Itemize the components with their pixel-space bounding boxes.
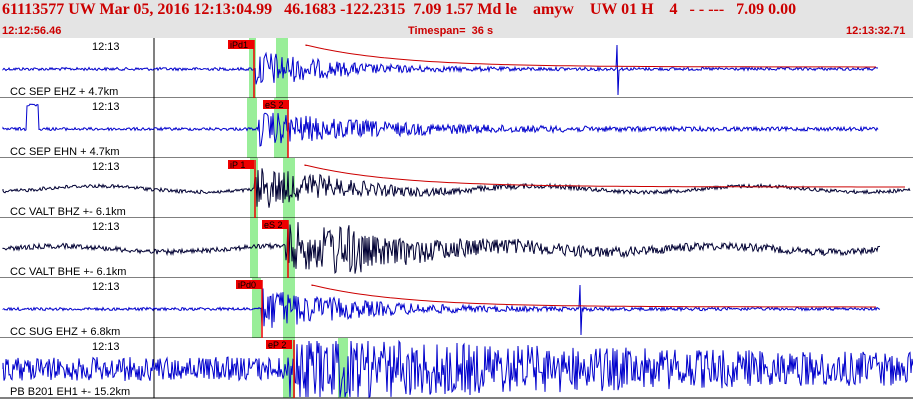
panel-background [0,158,913,218]
coda-curve [305,44,876,68]
pick-window [338,338,348,398]
pick-window [274,98,288,158]
phase-pick-flag[interactable] [266,340,292,349]
coda-curve [304,164,905,188]
seismogram-canvas[interactable]: iPd1 12:13 CC SEP EHZ + 4.7km eS 2 12:13 CC S… [0,38,913,400]
phase-pick-flag[interactable] [262,220,288,229]
waveform [2,339,913,398]
phase-pick-label: eP 2 [268,340,286,350]
pick-window [283,278,295,338]
panel-background [0,98,913,158]
pick-window [249,38,256,98]
event-header: 61113577 UW Mar 05, 2016 12:13:04.99 46.… [0,0,913,38]
pick-window [250,218,258,278]
station-label: CC VALT BHE +- 6.1km [10,266,126,278]
trace-panel-2[interactable]: eS 2 12:13 CC SEP EHN + 4.7km [0,98,913,159]
phase-pick-flag[interactable] [228,160,254,169]
trace-panel-6[interactable]: eP 2 12:13 PB B201 EH1 +- 15.2km [0,338,913,399]
panel-time-label: 12:13 [92,41,120,53]
station-label: CC SUG EHZ + 6.8km [10,326,120,338]
phase-pick-flag[interactable] [263,100,289,109]
waveform [2,284,881,336]
seismogram-panels[interactable]: iPd1 12:13 CC SEP EHZ + 4.7km eS 2 12:13 CC S… [0,38,913,400]
pick-window [276,38,288,98]
phase-pick-label: iPd1 [230,40,248,50]
phase-pick-label: eS 2 [265,100,284,110]
event-summary-line: 61113577 UW Mar 05, 2016 12:13:04.99 46.… [2,1,797,18]
station-label: CC VALT BHZ +- 6.1km [10,206,126,218]
station-label: CC SEP EHZ + 4.7km [10,86,118,98]
phase-pick-label: iPd0 [238,280,256,290]
phase-pick-flag[interactable] [236,280,262,289]
timespan-label: Timespan= 36 s [408,25,494,37]
station-label: PB B201 EH1 +- 15.2km [10,386,130,398]
station-label: CC SEP EHN + 4.7km [10,146,120,158]
phase-pick-label: iP 1 [230,160,245,170]
coda-curve [311,284,876,308]
panel-time-label: 12:13 [92,281,120,293]
waveform [2,44,878,96]
waveform [2,103,879,147]
waveform [2,220,881,275]
panel-background [0,278,913,338]
trace-panel-3[interactable]: iP 1 12:13 CC VALT BHZ +- 6.1km [0,158,913,219]
panel-time-label: 12:13 [92,101,120,113]
trace-panel-4[interactable]: eS 2 12:13 CC VALT BHE +- 6.1km [0,218,913,279]
panel-time-label: 12:13 [92,161,120,173]
trace-panel-1[interactable]: iPd1 12:13 CC SEP EHZ + 4.7km [0,38,913,99]
phase-pick-label: eS 2 [264,220,283,230]
end-time: 12:13:32.71 [846,25,906,37]
panel-time-label: 12:13 [92,341,120,353]
trace-panel-5[interactable]: iPd0 12:13 CC SUG EHZ + 6.8km [0,278,913,339]
panel-time-label: 12:13 [92,221,120,233]
phase-pick-flag[interactable] [228,40,254,49]
start-time: 12:12:56.46 [2,25,62,37]
